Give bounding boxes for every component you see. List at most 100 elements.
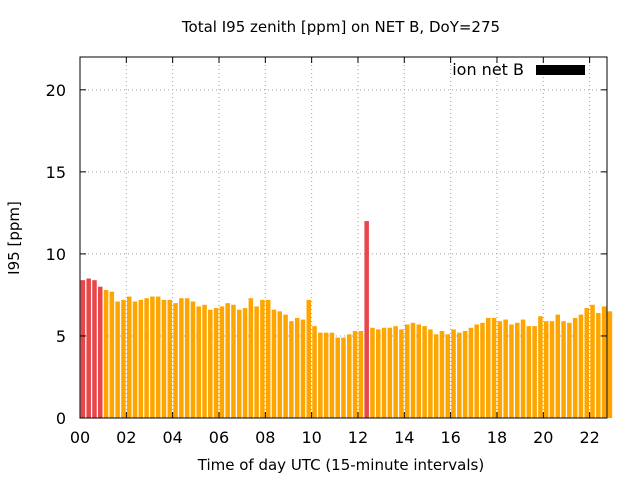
bar: [248, 298, 254, 418]
bar: [329, 332, 335, 418]
y-tick-label: 20: [46, 81, 66, 100]
plot-frame: [79, 56, 608, 419]
x-tick-label: 18: [487, 428, 507, 447]
bar: [121, 299, 126, 418]
bar: [265, 299, 271, 418]
legend-swatch: [536, 65, 585, 75]
bar: [202, 304, 207, 418]
bar: [509, 324, 514, 418]
bar: [225, 303, 230, 418]
bar: [387, 327, 393, 418]
bar: [514, 322, 520, 418]
y-tick-label: 15: [46, 163, 66, 182]
bar: [491, 317, 497, 418]
bar: [497, 321, 503, 418]
x-axis-label: Time of day UTC (15-minute intervals): [197, 456, 484, 474]
bar: [260, 299, 265, 418]
bar: [578, 314, 584, 418]
bar: [155, 296, 161, 418]
bar: [468, 327, 474, 418]
bar: [590, 304, 595, 418]
bar: [103, 290, 109, 418]
bar: [294, 317, 300, 418]
y-tick-label: 5: [56, 327, 66, 346]
bar: [474, 324, 479, 418]
bar: [375, 329, 381, 418]
x-tick-label: 20: [533, 428, 553, 447]
bar: [555, 314, 561, 418]
bar: [109, 291, 115, 418]
bar: [532, 326, 537, 418]
bar: [364, 221, 369, 418]
bar: [179, 298, 184, 418]
bar: [439, 331, 445, 418]
bar: [410, 322, 416, 418]
bar: [601, 306, 607, 418]
bar: [289, 321, 294, 418]
bar: [399, 329, 404, 418]
bar: [92, 280, 97, 418]
x-tick-label: 12: [348, 428, 368, 447]
bar: [445, 334, 450, 418]
bar: [126, 296, 132, 418]
bar: [428, 329, 433, 418]
bar: [462, 331, 468, 418]
bar: [150, 296, 155, 418]
bar: [219, 306, 225, 418]
bar: [190, 301, 196, 418]
bar: [254, 306, 259, 418]
bar: [237, 309, 242, 418]
bar: [277, 311, 283, 418]
bar: [457, 332, 462, 418]
bar: [306, 299, 312, 418]
y-axis-label: I95 [ppm]: [5, 201, 23, 275]
x-tick-label: 16: [440, 428, 460, 447]
x-tick-label: 14: [394, 428, 414, 447]
bars: [80, 221, 613, 418]
bar: [167, 299, 173, 418]
bar: [543, 321, 549, 418]
x-tick-label: 04: [162, 428, 182, 447]
bar: [213, 308, 219, 418]
x-tick-label: 02: [116, 428, 136, 447]
bar: [242, 308, 248, 418]
bar: [520, 319, 526, 418]
bar: [196, 306, 201, 418]
bar: [404, 324, 410, 418]
bar: [486, 317, 491, 418]
bar: [144, 298, 149, 418]
bar: [416, 324, 422, 418]
bar: [567, 322, 572, 418]
bar: [271, 309, 277, 418]
x-tick-label: 10: [301, 428, 321, 447]
bar: [161, 299, 167, 418]
x-tick-label: 22: [579, 428, 599, 447]
bar: [173, 303, 178, 418]
bar: [572, 317, 578, 418]
bar: [283, 314, 288, 418]
bar: [80, 280, 86, 418]
bar: [607, 311, 613, 418]
bar: [323, 332, 329, 418]
legend: ion net B: [452, 60, 585, 79]
axis-ticks: 0 5 10 15 20 00 02 04 06 08 10 12 14 16 18 20 22: [46, 57, 607, 447]
bar: [561, 321, 566, 418]
grid: [80, 57, 607, 418]
bar: [231, 304, 236, 418]
legend-label: ion net B: [452, 60, 524, 79]
bar: [393, 326, 398, 418]
x-tick-label: 00: [70, 428, 90, 447]
bar: [538, 316, 543, 418]
bar: [584, 308, 589, 418]
bar: [86, 278, 91, 418]
bar: [549, 321, 555, 418]
bar: [381, 327, 387, 418]
bar: [208, 309, 213, 418]
x-tick-label: 06: [209, 428, 229, 447]
bar: [184, 298, 190, 418]
bar: [132, 301, 138, 418]
bar: [480, 322, 485, 418]
x-tick-label: 08: [255, 428, 275, 447]
bar: [115, 301, 120, 418]
